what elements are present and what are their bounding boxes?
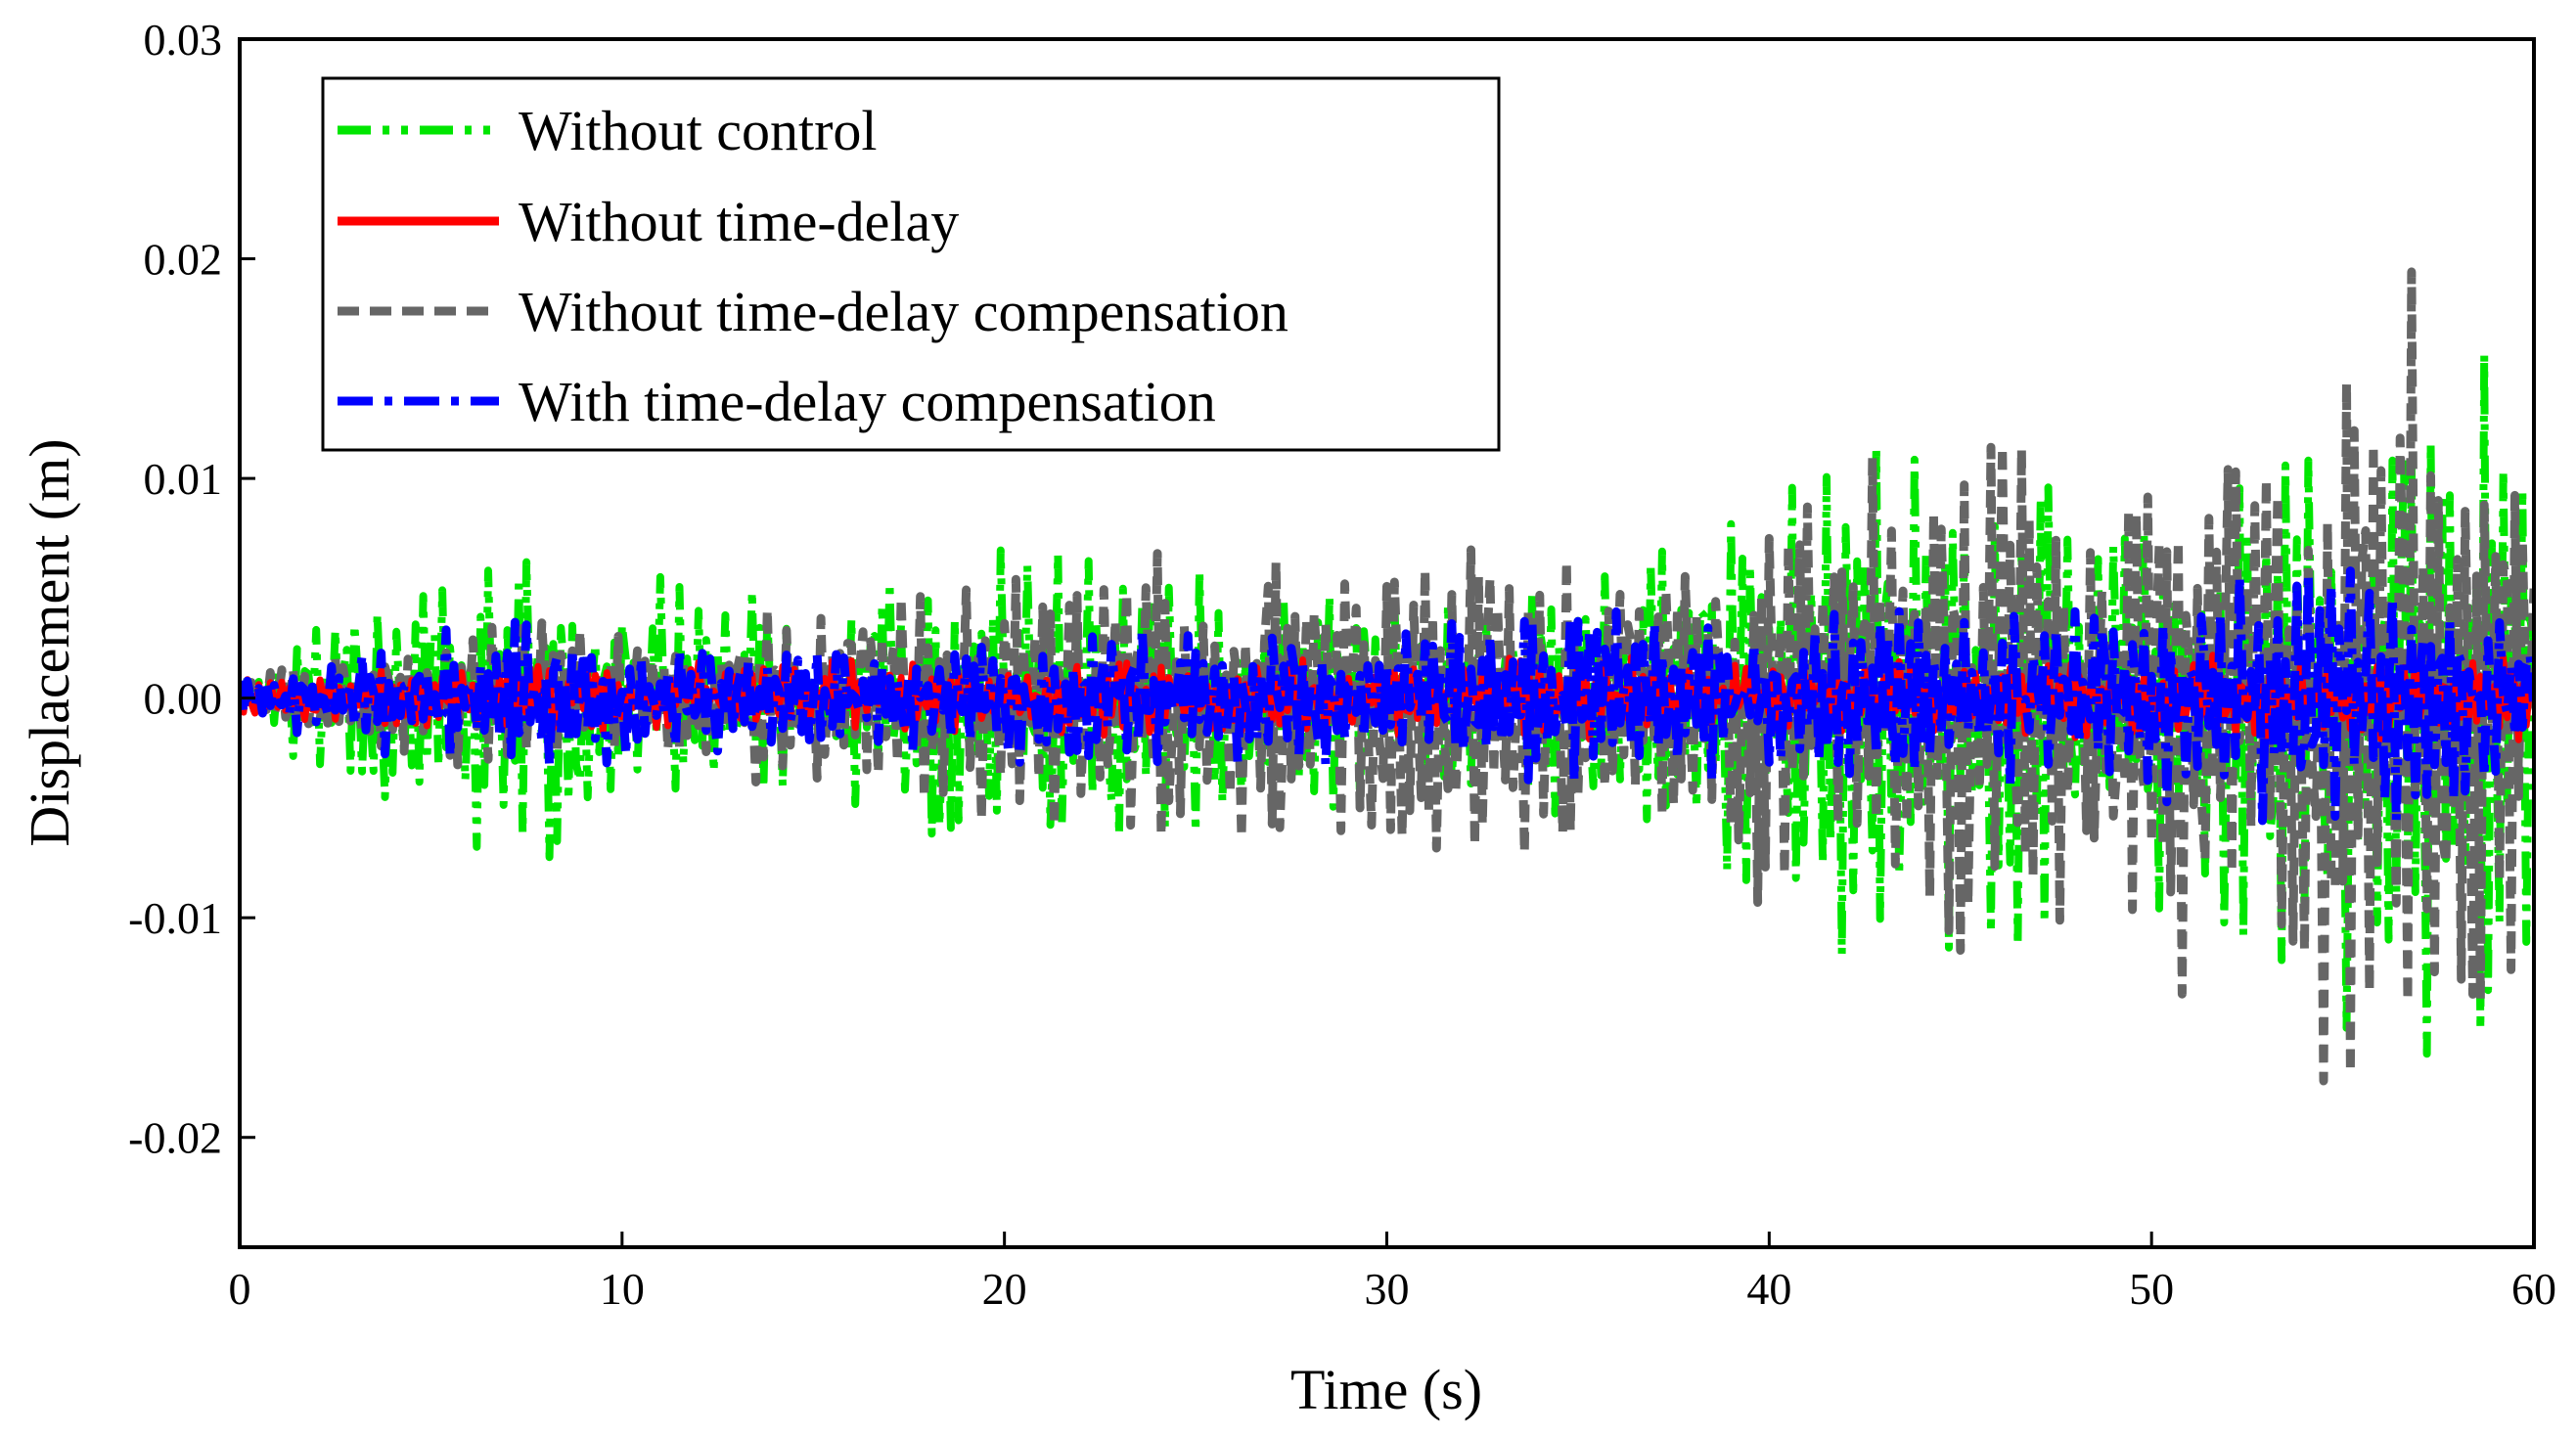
series-layer: [240, 267, 2534, 1086]
y-tick-label: 0.03: [144, 15, 223, 65]
x-tick-label: 60: [2511, 1264, 2556, 1314]
legend-item-without-time-delay: Without time-delay: [338, 190, 959, 253]
y-tick-label: -0.01: [128, 893, 222, 943]
y-axis: -0.02 -0.01 0.00 0.01 0.02 0.03: [128, 15, 255, 1163]
y-tick-label: -0.02: [128, 1113, 222, 1163]
legend-label-without-compensation: Without time-delay compensation: [519, 280, 1288, 343]
x-tick-label: 20: [982, 1264, 1027, 1314]
series-line-3: [240, 566, 2534, 826]
x-tick-label: 40: [1746, 1264, 1791, 1314]
x-axis-title: Time (s): [1290, 1358, 1482, 1421]
x-tick-label: 50: [2129, 1264, 2174, 1314]
x-tick-label: 10: [600, 1264, 645, 1314]
legend: Without control Without time-delay Witho…: [321, 76, 1501, 452]
legend-item-without-compensation: Without time-delay compensation: [338, 280, 1288, 343]
legend-item-without-control: Without control: [338, 99, 878, 162]
y-tick-label: 0.01: [144, 454, 223, 504]
legend-label-with-compensation: With time-delay compensation: [519, 370, 1216, 433]
y-axis-title: Displacement (m): [18, 438, 81, 846]
legend-box: [321, 76, 1501, 452]
legend-item-with-compensation: With time-delay compensation: [338, 370, 1216, 433]
y-tick-label: 0.00: [144, 674, 223, 724]
legend-label-without-time-delay: Without time-delay: [519, 190, 959, 253]
x-tick-label: 30: [1365, 1264, 1410, 1314]
x-axis: 0 10 20 30 40 50 60: [229, 1232, 2556, 1314]
series-line-2: [240, 267, 2534, 1086]
legend-label-without-control: Without control: [519, 99, 878, 162]
y-tick-label: 0.02: [144, 235, 223, 285]
x-tick-label: 0: [229, 1264, 251, 1314]
